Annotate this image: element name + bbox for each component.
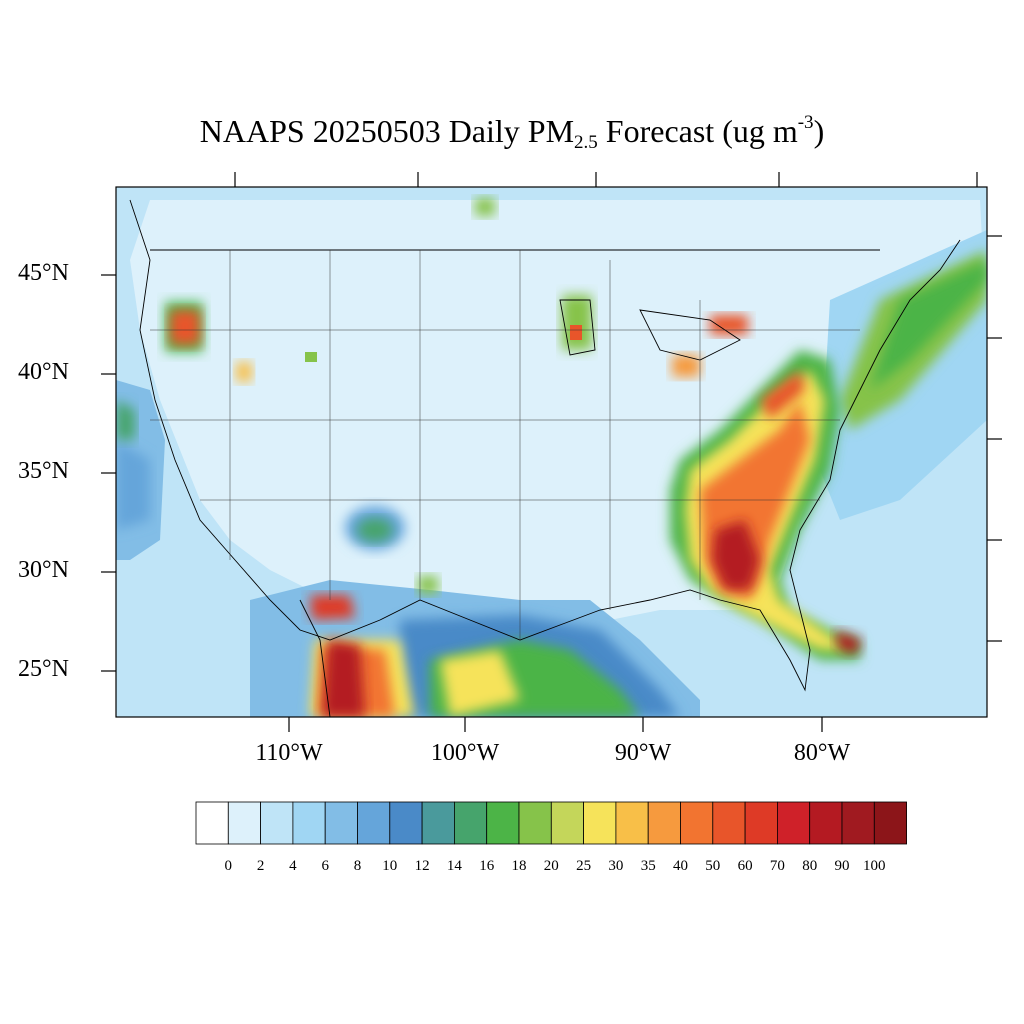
colorbar-swatch xyxy=(647,801,681,845)
colorbar-tick-label: 6 xyxy=(321,858,329,874)
colorbar-tick-label: 4 xyxy=(289,858,297,874)
state-borders xyxy=(150,250,860,640)
colorbar-tick-label: 100 xyxy=(863,858,886,874)
colorbar-swatch xyxy=(680,801,714,845)
colorbar-swatch xyxy=(357,801,391,845)
colorbar-tick-label: 12 xyxy=(414,858,430,874)
colorbar-swatch xyxy=(744,801,778,845)
colorbar-tick-label: 60 xyxy=(737,858,753,874)
colorbar-swatch xyxy=(324,801,358,845)
colorbar-tick-label: 2 xyxy=(256,858,265,874)
colorbar-swatch xyxy=(260,801,294,845)
colorbar-swatch xyxy=(486,801,520,845)
colorbar-swatch xyxy=(615,801,649,845)
map-title: NAAPS 20250503 Daily PM2.5 Forecast (ug … xyxy=(199,112,825,153)
lat-label-40n: 40°N xyxy=(18,359,69,385)
colorbar-tick-label: 10 xyxy=(382,858,398,874)
lat-label-25n: 25°N xyxy=(18,656,69,682)
colorbar-swatch xyxy=(195,801,229,845)
pm25-field xyxy=(116,187,987,717)
lon-label-90w: 90°W xyxy=(614,740,672,766)
colorbar-tick-label: 25 xyxy=(576,858,592,874)
lon-label-100w: 100°W xyxy=(430,740,500,766)
colorbar-swatch xyxy=(421,801,455,845)
colorbar-tick-label: 30 xyxy=(608,858,624,874)
lat-label-30n: 30°N xyxy=(18,557,69,583)
colorbar-tick-label: 70 xyxy=(769,858,785,874)
colorbar-swatch xyxy=(841,801,875,845)
colorbar-swatch xyxy=(292,801,326,845)
colorbar-tick-label: 20 xyxy=(543,858,559,874)
colorbar-tick-label: 50 xyxy=(705,858,721,874)
coastline xyxy=(129,199,961,717)
colorbar-tick-label: 90 xyxy=(834,858,850,874)
lat-label-35n: 35°N xyxy=(18,458,69,484)
colorbar-swatch xyxy=(518,801,552,845)
colorbar-tick-label: 35 xyxy=(640,858,656,874)
colorbar-swatch xyxy=(453,801,488,845)
colorbar-tick-label: 80 xyxy=(802,858,818,874)
colorbar-swatch xyxy=(873,801,907,845)
tick-marks xyxy=(101,172,1002,732)
lon-label-80w: 80°W xyxy=(793,740,851,766)
colorbar-swatch xyxy=(777,801,811,845)
colorbar-swatch xyxy=(550,801,584,845)
colorbar-tick-label: 18 xyxy=(511,858,527,874)
colorbar-swatch xyxy=(227,801,262,845)
colorbar-swatch xyxy=(389,801,423,845)
colorbar-tick-label: 14 xyxy=(446,858,462,874)
colorbar-tick-label: 40 xyxy=(673,858,688,874)
map-frame xyxy=(115,186,988,718)
colorbar-swatch xyxy=(809,801,843,845)
colorbar-tick-label: 8 xyxy=(353,858,362,874)
lat-label-45n: 45°N xyxy=(18,260,69,286)
colorbar-swatch xyxy=(712,801,746,845)
lon-label-110w: 110°W xyxy=(255,740,323,766)
colorbar-tick-label: 0 xyxy=(224,858,233,874)
colorbar-swatch xyxy=(583,801,617,845)
colorbar-tick-label: 16 xyxy=(479,858,495,874)
